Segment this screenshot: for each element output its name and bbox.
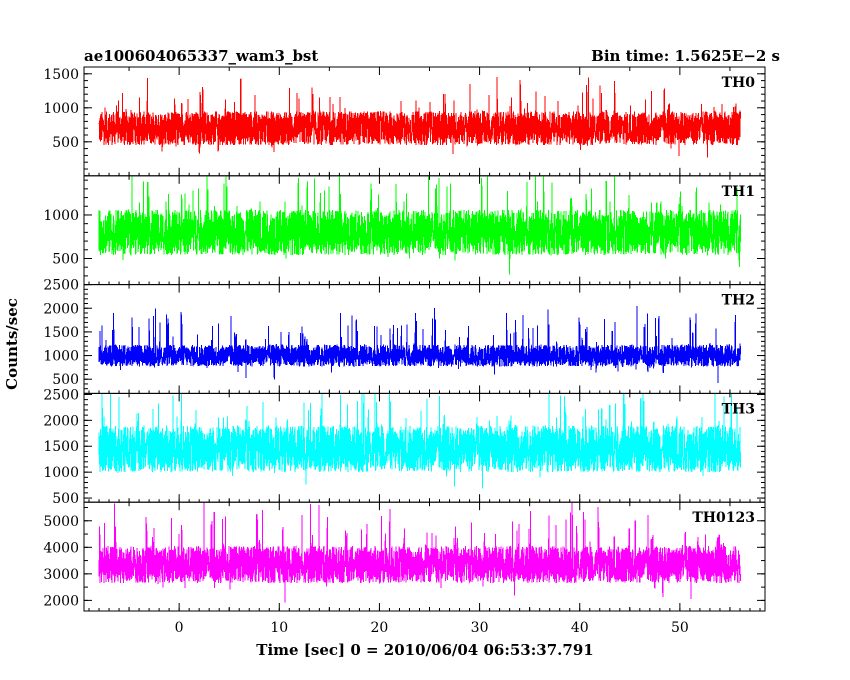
panel-label-th0123: TH0123 bbox=[692, 510, 755, 526]
ytick-label-th0123-4000: 4000 bbox=[43, 540, 79, 556]
ytick-label-th2-2000: 2000 bbox=[43, 301, 79, 317]
ytick-label-th2-2500: 2500 bbox=[43, 278, 79, 294]
ytick-label-th2-1000: 1000 bbox=[43, 349, 79, 365]
ytick-label-th0123-2000: 2000 bbox=[43, 593, 79, 609]
ytick-label-th3-1500: 1500 bbox=[43, 439, 79, 455]
x-axis-label: Time [sec] 0 = 2010/06/04 06:53:37.791 bbox=[256, 641, 593, 659]
xtick-label-40: 40 bbox=[571, 620, 589, 636]
lightcurve-th1 bbox=[98, 175, 741, 275]
ytick-label-th3-500: 500 bbox=[52, 491, 79, 507]
lightcurve-th3 bbox=[98, 393, 741, 489]
bin-time-label: Bin time: 1.5625E−2 s bbox=[591, 47, 780, 65]
xtick-label-0: 0 bbox=[175, 620, 184, 636]
ytick-label-th0123-5000: 5000 bbox=[43, 514, 79, 530]
y-axis-label: Counts/sec bbox=[3, 298, 21, 390]
panel-frame-th2 bbox=[83, 284, 766, 394]
ytick-label-th3-2500: 2500 bbox=[43, 387, 79, 403]
lightcurve-th0123 bbox=[98, 502, 741, 603]
chart-title: ae100604065337_wam3_bst bbox=[84, 47, 318, 65]
ytick-label-th0-1500: 1500 bbox=[43, 67, 79, 83]
panel-label-th1: TH1 bbox=[722, 184, 755, 200]
ytick-label-th3-2000: 2000 bbox=[43, 413, 79, 429]
ytick-label-th2-500: 500 bbox=[52, 372, 79, 388]
lightcurve-th0 bbox=[98, 76, 741, 158]
xtick-label-10: 10 bbox=[270, 620, 288, 636]
ytick-label-th0-1000: 1000 bbox=[43, 101, 79, 117]
panel-label-th3: TH3 bbox=[722, 401, 755, 417]
panel-label-th2: TH2 bbox=[722, 293, 755, 309]
ytick-label-th1-1000: 1000 bbox=[43, 208, 79, 224]
panels-group: 50010001500TH05001000TH15001000150020002… bbox=[43, 66, 766, 636]
lightcurve-th2 bbox=[98, 306, 741, 383]
panel-frame-th0123 bbox=[83, 501, 766, 612]
panel-label-th0: TH0 bbox=[722, 75, 756, 91]
ytick-label-th0123-3000: 3000 bbox=[43, 567, 79, 583]
ytick-label-th1-500: 500 bbox=[52, 251, 79, 267]
xtick-label-20: 20 bbox=[371, 620, 389, 636]
xtick-label-50: 50 bbox=[671, 620, 689, 636]
xtick-label-30: 30 bbox=[471, 620, 489, 636]
ytick-label-th2-1500: 1500 bbox=[43, 325, 79, 341]
ytick-label-th0-500: 500 bbox=[52, 135, 79, 151]
ytick-label-th3-1000: 1000 bbox=[43, 465, 79, 481]
